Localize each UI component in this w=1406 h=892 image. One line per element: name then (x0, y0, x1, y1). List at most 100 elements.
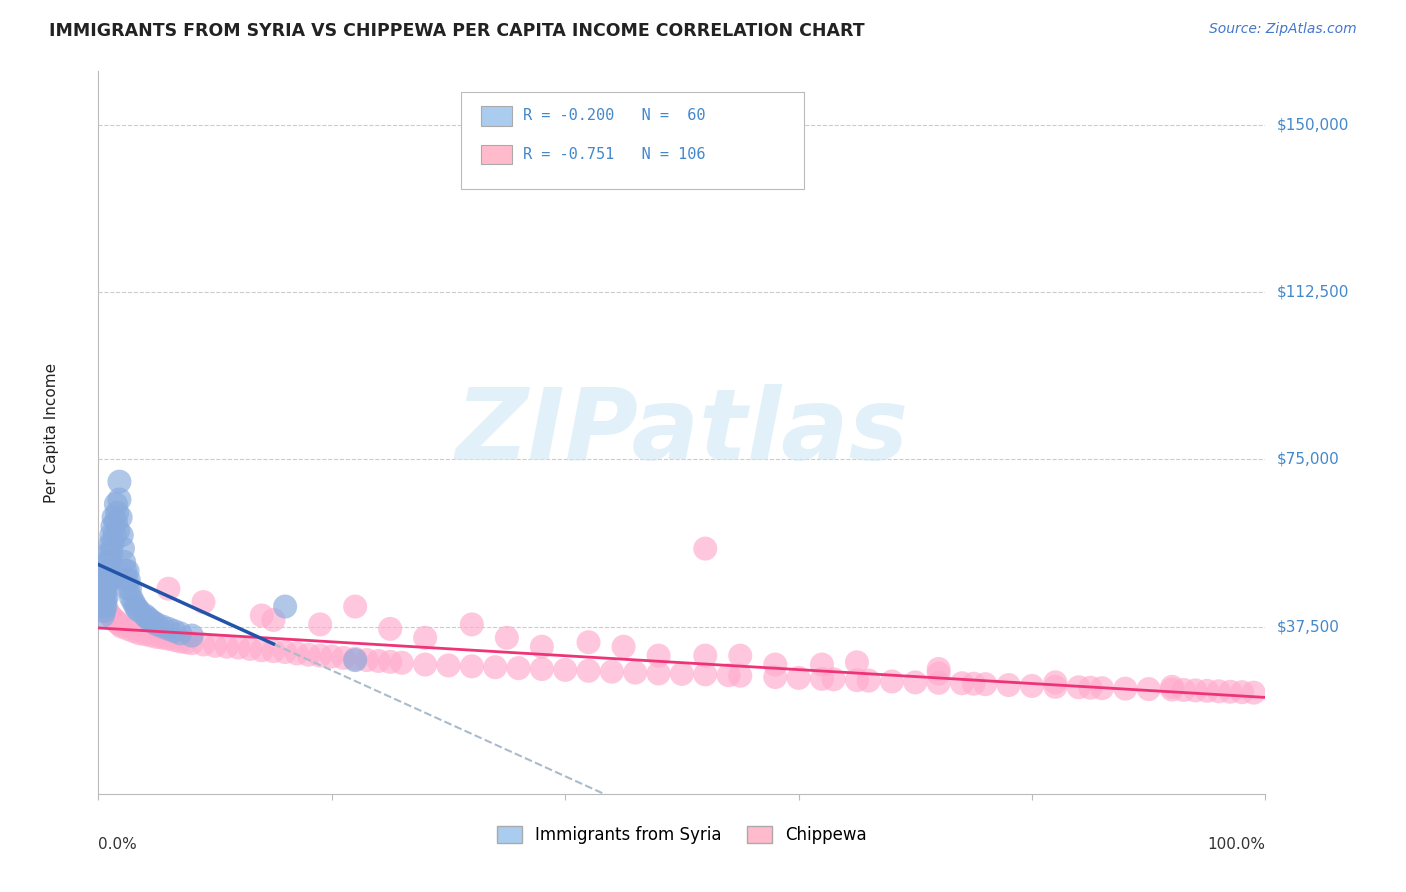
Point (823, 673, 845, 687)
Point (136, 611, 159, 625)
Point (91, 608, 114, 623)
Point (285, 646, 308, 660)
Point (437, 658, 460, 673)
Point (163, 624, 186, 639)
Point (717, 668, 740, 682)
Point (139, 613, 162, 627)
Point (93, 595, 115, 609)
Point (1161, 680, 1184, 694)
Point (120, 591, 142, 605)
Point (1219, 685, 1241, 699)
Point (125, 599, 148, 614)
Point (204, 639, 226, 653)
Point (962, 676, 984, 690)
Point (146, 630, 169, 644)
Text: ZIPatlas: ZIPatlas (456, 384, 908, 481)
Point (1195, 683, 1218, 698)
Point (391, 656, 413, 670)
Point (624, 665, 647, 680)
Point (94, 599, 117, 614)
Point (297, 648, 319, 662)
Point (94, 599, 117, 614)
Point (950, 676, 973, 690)
Point (239, 642, 262, 657)
Point (97, 573, 120, 587)
Point (93, 604, 115, 618)
Point (1045, 675, 1067, 690)
Text: Source: ZipAtlas.com: Source: ZipAtlas.com (1209, 22, 1357, 37)
Point (344, 653, 367, 667)
Text: $150,000: $150,000 (1277, 118, 1350, 132)
Point (1243, 686, 1265, 700)
Point (139, 628, 162, 642)
Point (91, 599, 114, 614)
Point (250, 608, 273, 623)
Point (344, 651, 367, 665)
Point (484, 660, 506, 674)
Point (97, 604, 120, 618)
Point (157, 582, 180, 596)
Point (380, 622, 402, 636)
Point (344, 599, 367, 614)
Point (647, 666, 669, 681)
Point (128, 626, 150, 640)
Point (103, 510, 125, 524)
Point (100, 546, 122, 560)
Point (1173, 683, 1195, 698)
Point (1091, 681, 1114, 696)
Text: R = -0.200   N =  60: R = -0.200 N = 60 (523, 109, 706, 123)
Point (97, 546, 120, 560)
Point (695, 541, 717, 556)
Point (974, 677, 997, 691)
Point (117, 622, 139, 636)
Point (496, 631, 519, 645)
Point (695, 648, 717, 663)
Point (98, 537, 121, 551)
Point (1161, 682, 1184, 697)
Point (1021, 679, 1043, 693)
Point (846, 673, 869, 688)
Point (180, 628, 202, 642)
Point (530, 662, 553, 676)
Point (91, 591, 114, 605)
Point (174, 635, 197, 649)
Point (321, 649, 343, 664)
Point (115, 573, 138, 587)
Point (98, 555, 121, 569)
Point (134, 608, 156, 623)
Point (928, 662, 950, 676)
Point (105, 506, 128, 520)
Point (880, 674, 903, 689)
Point (578, 664, 600, 678)
Point (846, 655, 869, 669)
Point (730, 669, 752, 683)
Text: 0.0%: 0.0% (98, 838, 138, 852)
Point (613, 640, 636, 654)
Point (104, 497, 127, 511)
Point (157, 632, 180, 646)
Point (763, 670, 786, 684)
Point (98, 573, 121, 587)
Point (146, 617, 169, 632)
Point (1184, 683, 1206, 698)
Point (600, 665, 623, 679)
Point (508, 661, 530, 675)
Point (332, 651, 354, 665)
Point (111, 541, 134, 556)
Point (96, 591, 118, 605)
Point (554, 663, 576, 677)
Point (695, 667, 717, 681)
Point (107, 524, 129, 538)
Point (111, 528, 134, 542)
Point (101, 611, 124, 625)
Point (530, 640, 553, 654)
Point (96, 577, 118, 591)
Point (163, 633, 186, 648)
Point (1230, 685, 1253, 699)
Point (93, 586, 115, 600)
Point (101, 519, 124, 533)
Text: R = -0.751   N = 106: R = -0.751 N = 106 (523, 147, 706, 161)
Point (461, 659, 484, 673)
Text: $37,500: $37,500 (1277, 619, 1340, 634)
Point (112, 555, 135, 569)
